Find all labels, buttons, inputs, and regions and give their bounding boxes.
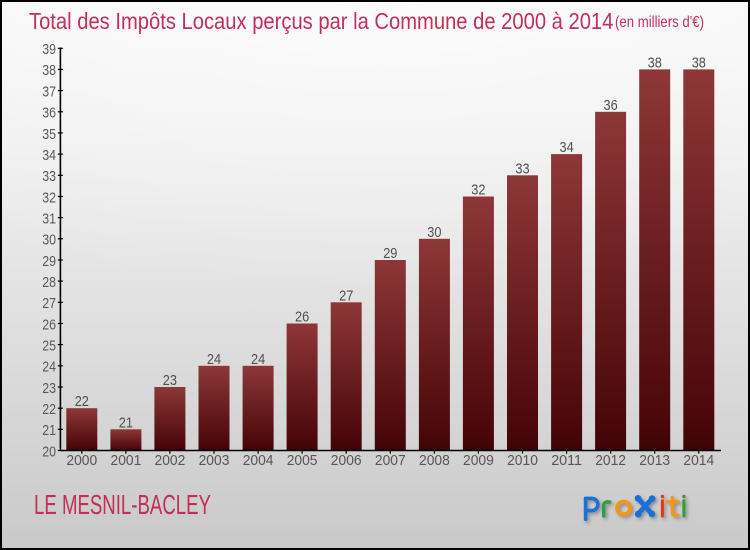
svg-text:23: 23 [42, 381, 56, 397]
svg-text:2000: 2000 [66, 453, 97, 469]
svg-text:2011: 2011 [551, 453, 582, 469]
svg-text:2008: 2008 [419, 453, 450, 469]
svg-text:2002: 2002 [155, 453, 186, 469]
svg-text:36: 36 [42, 106, 56, 122]
svg-text:39: 39 [42, 42, 56, 58]
svg-text:31: 31 [42, 211, 56, 227]
svg-text:29: 29 [42, 254, 56, 270]
svg-text:20: 20 [42, 444, 56, 460]
svg-text:34: 34 [560, 139, 574, 156]
svg-text:27: 27 [42, 296, 56, 312]
svg-text:2005: 2005 [287, 453, 318, 469]
svg-text:36: 36 [604, 97, 618, 114]
svg-text:32: 32 [471, 182, 485, 199]
svg-text:2001: 2001 [111, 453, 142, 469]
svg-text:2004: 2004 [243, 453, 274, 469]
svg-text:33: 33 [42, 169, 56, 185]
svg-text:32: 32 [42, 190, 56, 206]
svg-text:26: 26 [295, 309, 309, 326]
svg-text:29: 29 [383, 245, 397, 262]
svg-text:2009: 2009 [463, 453, 494, 469]
svg-text:24: 24 [251, 351, 265, 368]
svg-text:35: 35 [42, 127, 56, 143]
svg-text:2003: 2003 [199, 453, 230, 469]
svg-text:2006: 2006 [331, 453, 362, 469]
svg-text:27: 27 [339, 287, 353, 304]
svg-text:24: 24 [207, 351, 221, 368]
svg-text:2010: 2010 [507, 453, 538, 469]
svg-text:22: 22 [75, 393, 89, 410]
svg-text:21: 21 [42, 423, 56, 439]
svg-text:22: 22 [42, 402, 56, 418]
svg-text:26: 26 [42, 317, 56, 333]
svg-text:2012: 2012 [595, 453, 626, 469]
svg-text:30: 30 [42, 233, 56, 249]
svg-text:28: 28 [42, 275, 56, 291]
svg-text:38: 38 [648, 54, 662, 71]
svg-text:25: 25 [42, 338, 56, 354]
svg-text:2007: 2007 [375, 453, 406, 469]
svg-text:2014: 2014 [683, 453, 714, 469]
svg-text:38: 38 [692, 54, 706, 71]
svg-text:38: 38 [42, 63, 56, 79]
svg-text:2013: 2013 [639, 453, 670, 469]
svg-text:30: 30 [427, 224, 441, 241]
svg-text:37: 37 [42, 84, 56, 100]
svg-text:24: 24 [42, 360, 56, 376]
svg-text:33: 33 [515, 160, 529, 177]
svg-text:21: 21 [119, 414, 133, 431]
svg-text:34: 34 [42, 148, 56, 164]
svg-text:23: 23 [163, 372, 177, 389]
